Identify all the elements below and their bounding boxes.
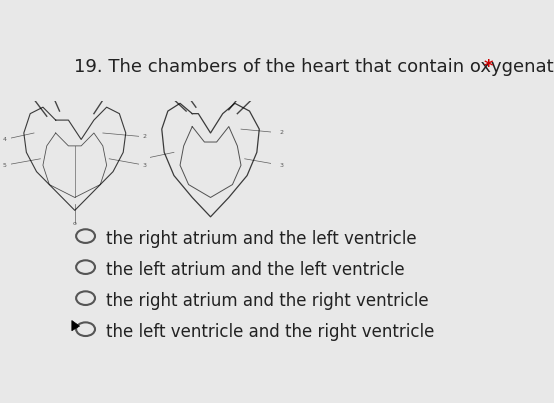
Text: the right atrium and the right ventricle: the right atrium and the right ventricle [106,292,428,310]
Text: the left ventricle and the right ventricle: the left ventricle and the right ventric… [106,323,434,341]
Text: 19. The chambers of the heart that contain oxygenated blood are: 19. The chambers of the heart that conta… [74,58,554,76]
Text: the right atrium and the left ventricle: the right atrium and the left ventricle [106,230,417,248]
Text: o: o [73,221,76,226]
Text: 2: 2 [143,134,147,139]
Text: the left atrium and the left ventricle: the left atrium and the left ventricle [106,261,404,279]
Text: 3: 3 [279,163,283,168]
Polygon shape [72,320,80,331]
Text: *: * [484,58,493,76]
Text: 3: 3 [143,163,147,168]
Text: 4: 4 [3,137,7,142]
Text: 2: 2 [279,131,283,135]
Text: 5: 5 [3,163,7,168]
